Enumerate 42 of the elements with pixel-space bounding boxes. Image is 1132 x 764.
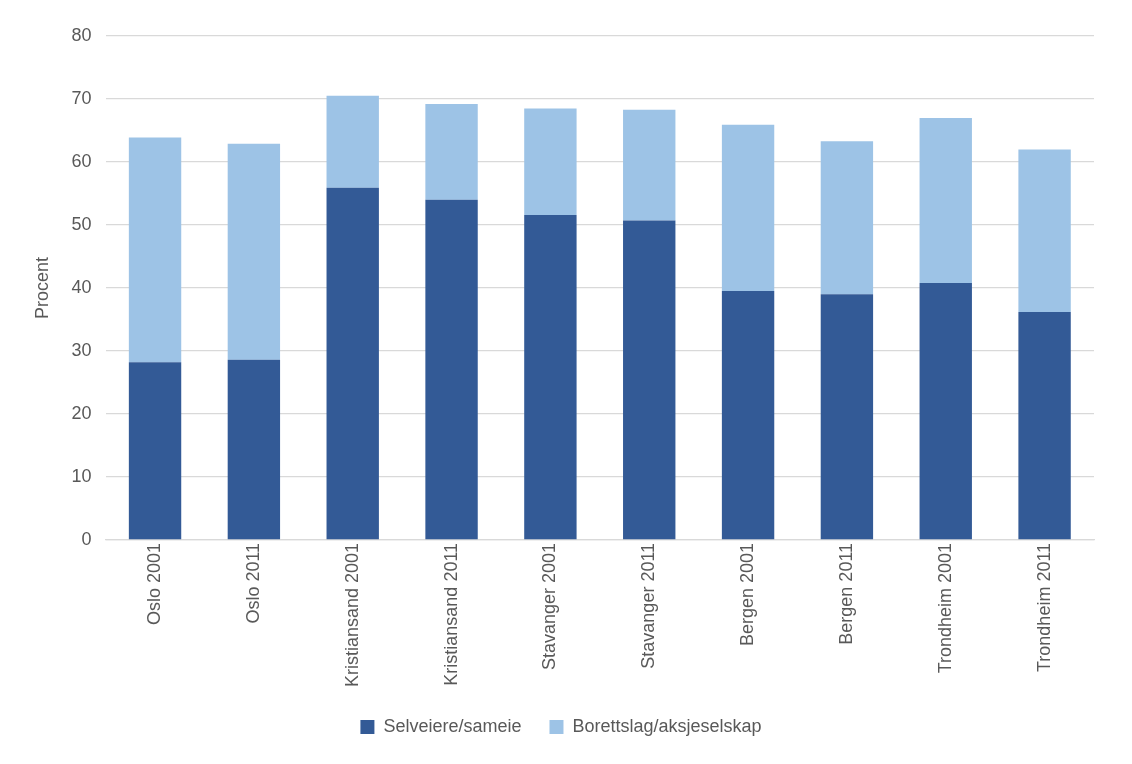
x-tick-label: Bergen 2001 — [737, 542, 758, 646]
bar — [623, 220, 676, 540]
legend-label: Borettslag/aksjeselskap — [572, 715, 762, 736]
bar — [524, 108, 577, 215]
x-tick-label: Trondheim 2001 — [934, 542, 955, 674]
x-tick-label: Stavanger 2001 — [539, 542, 560, 671]
y-tick-label: 20 — [71, 402, 92, 423]
bar — [623, 109, 676, 221]
y-axis-title: Procent — [31, 256, 52, 319]
bar — [919, 282, 972, 540]
bar — [326, 95, 379, 188]
x-tick-label: Bergen 2011 — [835, 542, 856, 645]
y-tick-label: 0 — [81, 528, 92, 549]
y-tick-label: 30 — [71, 339, 92, 360]
x-tick-label: Oslo 2011 — [242, 542, 263, 624]
bar — [721, 124, 775, 292]
bar — [721, 291, 775, 540]
bar — [227, 143, 281, 360]
bar — [820, 141, 874, 295]
bar — [425, 199, 478, 540]
y-tick-label: 60 — [71, 150, 92, 171]
legend-label: Selveiere/sameie — [383, 715, 522, 736]
x-tick-label: Kristiansand 2001 — [341, 542, 362, 688]
x-tick-label: Oslo 2001 — [144, 542, 165, 625]
y-tick-label: 70 — [71, 87, 92, 108]
x-tick-label: Stavanger 2011 — [638, 542, 659, 669]
x-tick-label: Trondheim 2011 — [1033, 542, 1054, 672]
bar — [227, 359, 281, 540]
y-tick-label: 10 — [71, 465, 92, 486]
y-tick-label: 80 — [71, 24, 92, 45]
bar — [128, 137, 182, 363]
bar — [1018, 149, 1071, 312]
bar — [919, 117, 972, 283]
bar — [820, 294, 874, 540]
y-tick-label: 40 — [71, 276, 92, 297]
bar — [326, 187, 379, 540]
bar — [524, 214, 577, 540]
x-tick-label: Kristiansand 2011 — [440, 542, 461, 686]
bar — [128, 362, 182, 540]
bar — [1018, 311, 1071, 540]
bar — [425, 104, 478, 200]
y-tick-label: 50 — [71, 213, 92, 234]
